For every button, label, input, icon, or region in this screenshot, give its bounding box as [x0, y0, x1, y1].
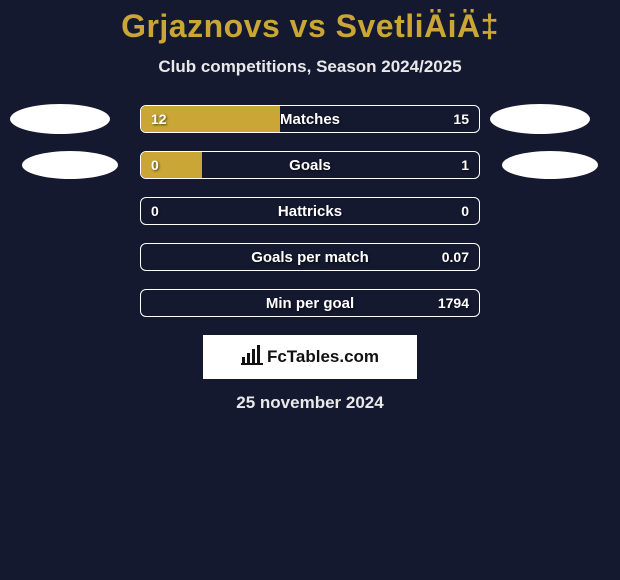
page-title: Grjaznovs vs SvetliÄiÄ‡ — [0, 8, 620, 45]
stat-bar: 01Goals — [140, 151, 480, 179]
player-b-name: SvetliÄiÄ‡ — [336, 8, 499, 44]
stat-row: 01Goals — [0, 151, 620, 179]
comparison-card: Grjaznovs vs SvetliÄiÄ‡ Club competition… — [0, 0, 620, 413]
stat-label: Hattricks — [141, 198, 479, 224]
stat-row: 1215Matches — [0, 105, 620, 133]
value-left: 0 — [151, 198, 159, 224]
stat-bar: 1215Matches — [140, 105, 480, 133]
stat-bar: 1794Min per goal — [140, 289, 480, 317]
stat-bar: 0.07Goals per match — [140, 243, 480, 271]
stat-row: 0 0Hattricks — [0, 197, 620, 225]
logo-text: FcTables.com — [267, 347, 379, 367]
value-right: 1 — [461, 152, 469, 178]
player-a-marker — [22, 151, 118, 179]
stat-row: 1794Min per goal — [0, 289, 620, 317]
value-right: 0 — [461, 198, 469, 224]
stat-bar: 0 0Hattricks — [140, 197, 480, 225]
vs-separator: vs — [290, 8, 327, 44]
value-right: 0.07 — [442, 244, 469, 270]
fill-left — [141, 106, 280, 132]
stat-label: Goals per match — [141, 244, 479, 270]
player-b-marker — [502, 151, 598, 179]
player-b-marker — [490, 104, 590, 134]
player-a-name: Grjaznovs — [121, 8, 280, 44]
fill-left — [141, 152, 202, 178]
stat-row: 0.07Goals per match — [0, 243, 620, 271]
stats-rows: 1215Matches 01Goals 0 0Hattricks 0.07Goals p… — [0, 105, 620, 317]
date-label: 25 november 2024 — [0, 393, 620, 413]
player-a-marker — [10, 104, 110, 134]
source-logo: FcTables.com — [203, 335, 417, 379]
value-right: 1794 — [438, 290, 469, 316]
stat-label: Min per goal — [141, 290, 479, 316]
bar-chart-icon — [241, 345, 263, 370]
value-right: 15 — [453, 106, 469, 132]
subtitle: Club competitions, Season 2024/2025 — [0, 57, 620, 77]
